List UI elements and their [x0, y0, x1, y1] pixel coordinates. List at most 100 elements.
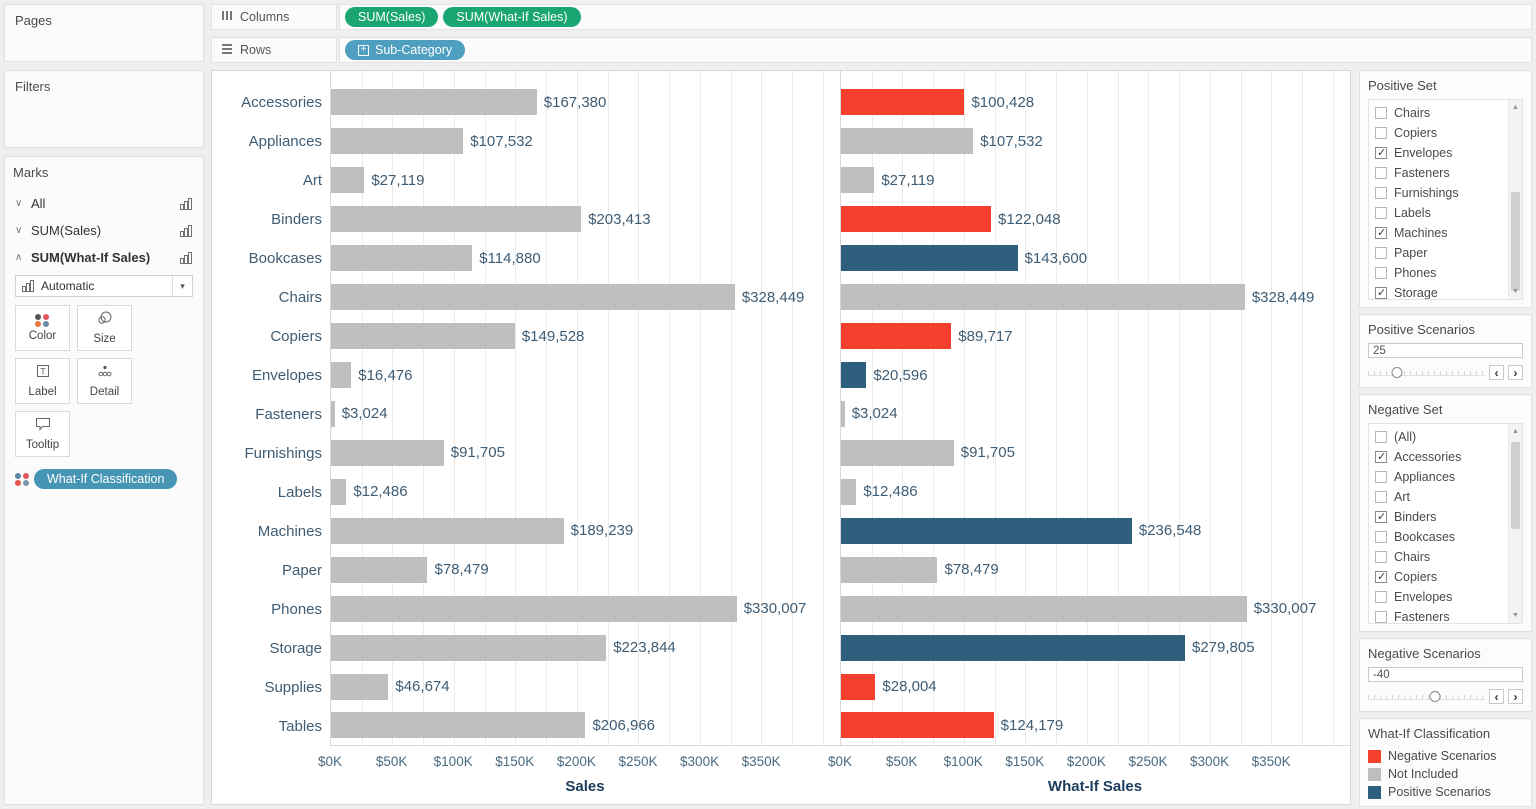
checkbox[interactable]	[1375, 431, 1387, 443]
set-item[interactable]: Furnishings	[1375, 183, 1506, 203]
tooltip-button[interactable]: Tooltip	[15, 411, 70, 457]
checkbox[interactable]	[1375, 570, 1387, 583]
bar[interactable]	[841, 595, 1247, 622]
set-item[interactable]: Bookcases	[1375, 527, 1506, 547]
set-item[interactable]: Fasteners	[1375, 607, 1506, 623]
decrement-button[interactable]: ‹	[1489, 365, 1504, 380]
set-item[interactable]: Copiers	[1375, 567, 1506, 587]
set-item[interactable]: Paper	[1375, 243, 1506, 263]
bar[interactable]	[841, 167, 875, 194]
decrement-button[interactable]: ‹	[1489, 689, 1504, 704]
checkbox[interactable]	[1375, 167, 1387, 179]
bar[interactable]	[841, 362, 867, 389]
checkbox[interactable]	[1375, 146, 1387, 159]
increment-button[interactable]: ›	[1508, 689, 1523, 704]
set-item[interactable]: Envelopes	[1375, 587, 1506, 607]
bar[interactable]	[331, 89, 537, 116]
scroll-up-icon[interactable]: ▲	[1512, 104, 1519, 111]
set-item[interactable]: Copiers	[1375, 123, 1506, 143]
checkbox[interactable]	[1375, 510, 1387, 523]
bar[interactable]	[841, 323, 952, 350]
set-item[interactable]: Appliances	[1375, 467, 1506, 487]
bar[interactable]	[331, 712, 586, 739]
bar[interactable]	[841, 245, 1018, 272]
chevron-down-icon[interactable]: ∨	[15, 198, 23, 209]
row-pill[interactable]: + Sub-Category	[345, 40, 466, 60]
bar[interactable]	[331, 206, 582, 233]
bar[interactable]	[331, 245, 473, 272]
checkbox[interactable]	[1375, 127, 1387, 139]
column-pill[interactable]: SUM(Sales)	[345, 7, 439, 27]
bar[interactable]	[331, 556, 428, 583]
negative-scenarios-input[interactable]	[1368, 667, 1523, 682]
scroll-down-icon[interactable]: ▼	[1512, 288, 1519, 295]
marks-card-row[interactable]: ∧ SUM(What-If Sales)	[13, 244, 195, 271]
set-item[interactable]: Chairs	[1375, 103, 1506, 123]
scroll-up-icon[interactable]: ▲	[1512, 428, 1519, 435]
checkbox[interactable]	[1375, 491, 1387, 503]
columns-shelf[interactable]: SUM(Sales) SUM(What-If Sales)	[339, 4, 1532, 30]
bar[interactable]	[841, 400, 845, 427]
slider-handle[interactable]	[1429, 691, 1441, 702]
set-item[interactable]: Accessories	[1375, 447, 1506, 467]
set-item[interactable]: Phones	[1375, 263, 1506, 283]
checkbox[interactable]	[1375, 207, 1387, 219]
positive-set-scrollbar[interactable]: ▲ ▼	[1508, 100, 1522, 299]
size-button[interactable]: Size	[77, 305, 132, 351]
mark-type-dropdown[interactable]: Automatic ▾	[15, 275, 193, 297]
checkbox[interactable]	[1375, 187, 1387, 199]
checkbox[interactable]	[1375, 286, 1387, 299]
bar[interactable]	[841, 439, 954, 466]
bar[interactable]	[841, 712, 994, 739]
checkbox[interactable]	[1375, 107, 1387, 119]
set-item[interactable]: Art	[1375, 487, 1506, 507]
bar[interactable]	[331, 439, 444, 466]
checkbox[interactable]	[1375, 531, 1387, 543]
positive-scenarios-input[interactable]	[1368, 343, 1523, 358]
checkbox[interactable]	[1375, 226, 1387, 239]
checkbox[interactable]	[1375, 450, 1387, 463]
checkbox[interactable]	[1375, 267, 1387, 279]
increment-button[interactable]: ›	[1508, 365, 1523, 380]
set-item[interactable]: Labels	[1375, 203, 1506, 223]
checkbox[interactable]	[1375, 551, 1387, 563]
checkbox[interactable]	[1375, 591, 1387, 603]
set-item[interactable]: Envelopes	[1375, 143, 1506, 163]
bar[interactable]	[841, 128, 974, 155]
slider-track[interactable]	[1368, 691, 1485, 702]
column-pill[interactable]: SUM(What-If Sales)	[443, 7, 581, 27]
what-if-classification-pill[interactable]: What-If Classification	[34, 469, 178, 489]
bar[interactable]	[841, 478, 857, 505]
set-item[interactable]: Machines	[1375, 223, 1506, 243]
chevron-down-icon[interactable]: ∨	[15, 225, 23, 236]
checkbox[interactable]	[1375, 611, 1387, 623]
bar[interactable]	[331, 167, 365, 194]
chevron-up-icon[interactable]: ∧	[15, 252, 23, 263]
set-item[interactable]: Fasteners	[1375, 163, 1506, 183]
marks-card-row[interactable]: ∨ All	[13, 190, 195, 217]
bar[interactable]	[331, 673, 389, 700]
marks-card-row[interactable]: ∨ SUM(Sales)	[13, 217, 195, 244]
bar[interactable]	[331, 400, 335, 427]
scroll-down-icon[interactable]: ▼	[1512, 612, 1519, 619]
bar[interactable]	[841, 673, 876, 700]
set-item[interactable]: Chairs	[1375, 547, 1506, 567]
bar[interactable]	[841, 556, 938, 583]
bar[interactable]	[331, 284, 735, 311]
bar[interactable]	[841, 634, 1185, 661]
bar[interactable]	[841, 284, 1245, 311]
bar[interactable]	[331, 128, 464, 155]
bar[interactable]	[331, 595, 737, 622]
checkbox[interactable]	[1375, 471, 1387, 483]
scroll-thumb[interactable]	[1511, 191, 1520, 292]
bar[interactable]	[331, 634, 607, 661]
slider-handle[interactable]	[1391, 367, 1403, 378]
detail-button[interactable]: Detail	[77, 358, 132, 404]
filters-shelf[interactable]: Filters	[4, 70, 204, 148]
color-button[interactable]: Color	[15, 305, 70, 351]
bar[interactable]	[841, 89, 965, 116]
pages-shelf[interactable]: Pages	[4, 4, 204, 62]
checkbox[interactable]	[1375, 247, 1387, 259]
bar[interactable]	[841, 517, 1132, 544]
slider-track[interactable]	[1368, 367, 1485, 378]
